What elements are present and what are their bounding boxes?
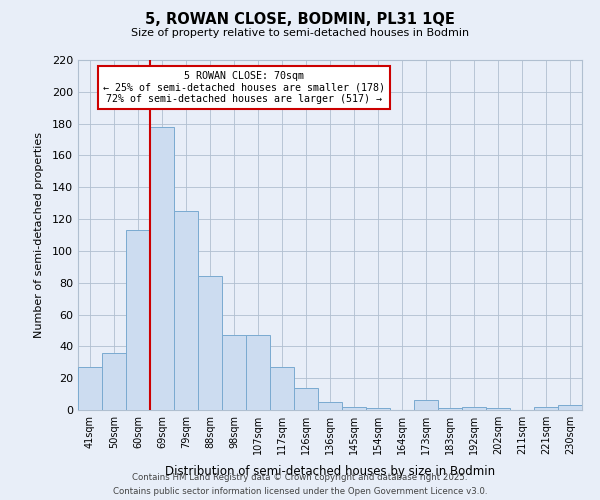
Bar bbox=[486, 408, 510, 410]
Text: 5, ROWAN CLOSE, BODMIN, PL31 1QE: 5, ROWAN CLOSE, BODMIN, PL31 1QE bbox=[145, 12, 455, 28]
Bar bbox=[366, 408, 390, 410]
Y-axis label: Number of semi-detached properties: Number of semi-detached properties bbox=[34, 132, 44, 338]
Bar bbox=[246, 335, 270, 410]
Bar bbox=[414, 400, 438, 410]
Text: 5 ROWAN CLOSE: 70sqm
← 25% of semi-detached houses are smaller (178)
72% of semi: 5 ROWAN CLOSE: 70sqm ← 25% of semi-detac… bbox=[103, 70, 385, 104]
Bar bbox=[150, 127, 174, 410]
Bar bbox=[78, 367, 102, 410]
Bar bbox=[558, 405, 582, 410]
Bar bbox=[342, 407, 366, 410]
Bar bbox=[198, 276, 222, 410]
Bar bbox=[438, 408, 462, 410]
Text: Contains public sector information licensed under the Open Government Licence v3: Contains public sector information licen… bbox=[113, 486, 487, 496]
Text: Contains HM Land Registry data © Crown copyright and database right 2025.: Contains HM Land Registry data © Crown c… bbox=[132, 473, 468, 482]
Text: Size of property relative to semi-detached houses in Bodmin: Size of property relative to semi-detach… bbox=[131, 28, 469, 38]
Bar bbox=[102, 352, 126, 410]
Bar bbox=[270, 367, 294, 410]
Bar bbox=[294, 388, 318, 410]
Bar bbox=[174, 211, 198, 410]
Bar bbox=[222, 335, 246, 410]
Bar bbox=[462, 407, 486, 410]
X-axis label: Distribution of semi-detached houses by size in Bodmin: Distribution of semi-detached houses by … bbox=[165, 466, 495, 478]
Bar bbox=[318, 402, 342, 410]
Bar bbox=[534, 407, 558, 410]
Bar bbox=[126, 230, 150, 410]
